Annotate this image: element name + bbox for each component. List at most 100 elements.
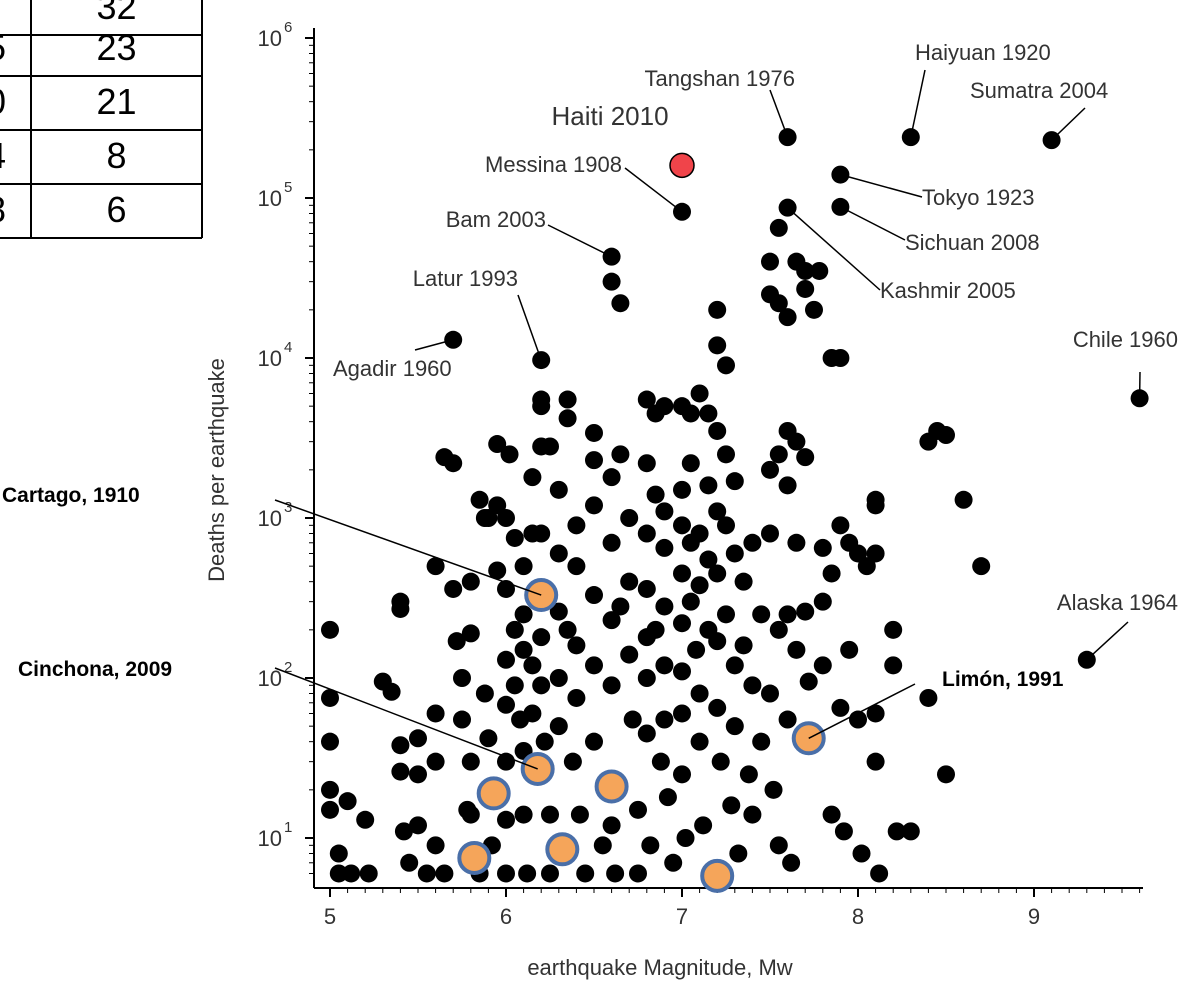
data-point xyxy=(778,605,797,624)
x-tick-label: 7 xyxy=(676,904,688,929)
data-point xyxy=(725,544,744,563)
data-point xyxy=(673,662,691,681)
table-cell-left: 8 xyxy=(0,189,16,231)
data-point xyxy=(734,636,753,655)
data-point xyxy=(778,308,797,327)
table-cell-left: 0 xyxy=(0,81,16,123)
leader-line xyxy=(1051,107,1086,141)
data-point xyxy=(673,480,691,499)
data-point xyxy=(690,732,709,751)
data-point xyxy=(549,717,568,736)
data-point xyxy=(497,864,515,883)
data-point xyxy=(681,454,700,473)
data-point xyxy=(849,544,867,563)
highlight-leader-line xyxy=(274,499,542,596)
annotations: Tangshan 1976 Haiyuan 1920 Sumatra 2004 Mes… xyxy=(2,40,1178,770)
highlighted-point xyxy=(700,858,735,893)
data-point xyxy=(585,496,603,515)
data-point xyxy=(831,516,850,535)
data-point xyxy=(585,451,603,470)
data-point xyxy=(637,390,656,409)
data-point xyxy=(694,816,713,835)
data-point xyxy=(523,656,542,675)
data-point xyxy=(611,597,630,616)
highlight-leader-line xyxy=(274,667,538,770)
data-point xyxy=(359,864,378,883)
data-point xyxy=(602,611,621,630)
data-point xyxy=(866,544,885,563)
data-point xyxy=(444,579,463,598)
data-point xyxy=(866,704,885,723)
data-point xyxy=(717,445,735,464)
data-point xyxy=(321,732,339,751)
data-point xyxy=(787,533,806,552)
data-point xyxy=(796,602,815,621)
data-point xyxy=(602,676,621,695)
data-point xyxy=(514,640,533,659)
data-point xyxy=(761,524,779,543)
highlight-label: Limón, 1991 xyxy=(942,668,1064,691)
data-point xyxy=(497,650,515,669)
data-point xyxy=(620,572,639,591)
data-point xyxy=(813,656,832,675)
data-point xyxy=(620,645,639,664)
data-point xyxy=(769,218,788,237)
data-point xyxy=(810,261,829,280)
data-point xyxy=(690,384,709,403)
data-point xyxy=(394,822,413,841)
data-point xyxy=(787,640,806,659)
x-tick-label: 6 xyxy=(500,904,512,929)
data-point xyxy=(857,557,876,576)
data-point xyxy=(655,502,674,521)
data-point xyxy=(764,780,783,799)
data-point xyxy=(523,468,542,487)
data-point xyxy=(453,669,471,687)
y-tick-exponent: 6 xyxy=(284,19,292,36)
data-point xyxy=(570,805,589,824)
data-point xyxy=(567,688,586,707)
highlight-label: Cinchona, 2009 xyxy=(18,658,172,681)
data-point xyxy=(470,490,489,509)
data-point xyxy=(673,516,691,535)
data-point xyxy=(866,496,885,515)
data-point xyxy=(629,864,647,883)
data-point xyxy=(717,605,735,624)
data-point xyxy=(761,684,779,703)
point-label: Tokyo 1923 xyxy=(922,185,1035,210)
data-point xyxy=(518,864,537,883)
data-point xyxy=(400,853,419,872)
data-point xyxy=(673,564,691,583)
table-row: 32 xyxy=(0,0,202,36)
data-point xyxy=(541,864,559,883)
data-point xyxy=(699,550,718,569)
data-point xyxy=(620,509,639,527)
leader-line xyxy=(414,339,454,351)
data-point xyxy=(497,509,515,527)
data-point xyxy=(637,724,656,743)
data-point xyxy=(488,561,507,580)
data-point xyxy=(813,538,832,557)
data-point xyxy=(505,620,524,639)
point-label: Latur 1993 xyxy=(413,266,518,291)
y-tick-label: 10 xyxy=(258,826,282,851)
table-cell-right: 23 xyxy=(96,27,137,68)
data-point xyxy=(729,844,748,863)
data-point xyxy=(435,864,454,883)
data-point xyxy=(479,729,498,748)
data-point xyxy=(799,672,818,691)
data-point xyxy=(409,765,427,784)
data-point xyxy=(602,533,621,552)
data-point xyxy=(831,349,850,367)
data-point xyxy=(676,829,695,847)
data-point xyxy=(796,448,815,467)
data-point xyxy=(488,435,507,454)
data-point xyxy=(488,496,507,515)
data-point xyxy=(972,557,991,576)
leader-line xyxy=(517,294,542,361)
data-point xyxy=(558,620,577,639)
data-point xyxy=(708,421,727,440)
data-point xyxy=(651,752,670,771)
data-point xyxy=(417,864,436,883)
data-point xyxy=(479,509,498,527)
